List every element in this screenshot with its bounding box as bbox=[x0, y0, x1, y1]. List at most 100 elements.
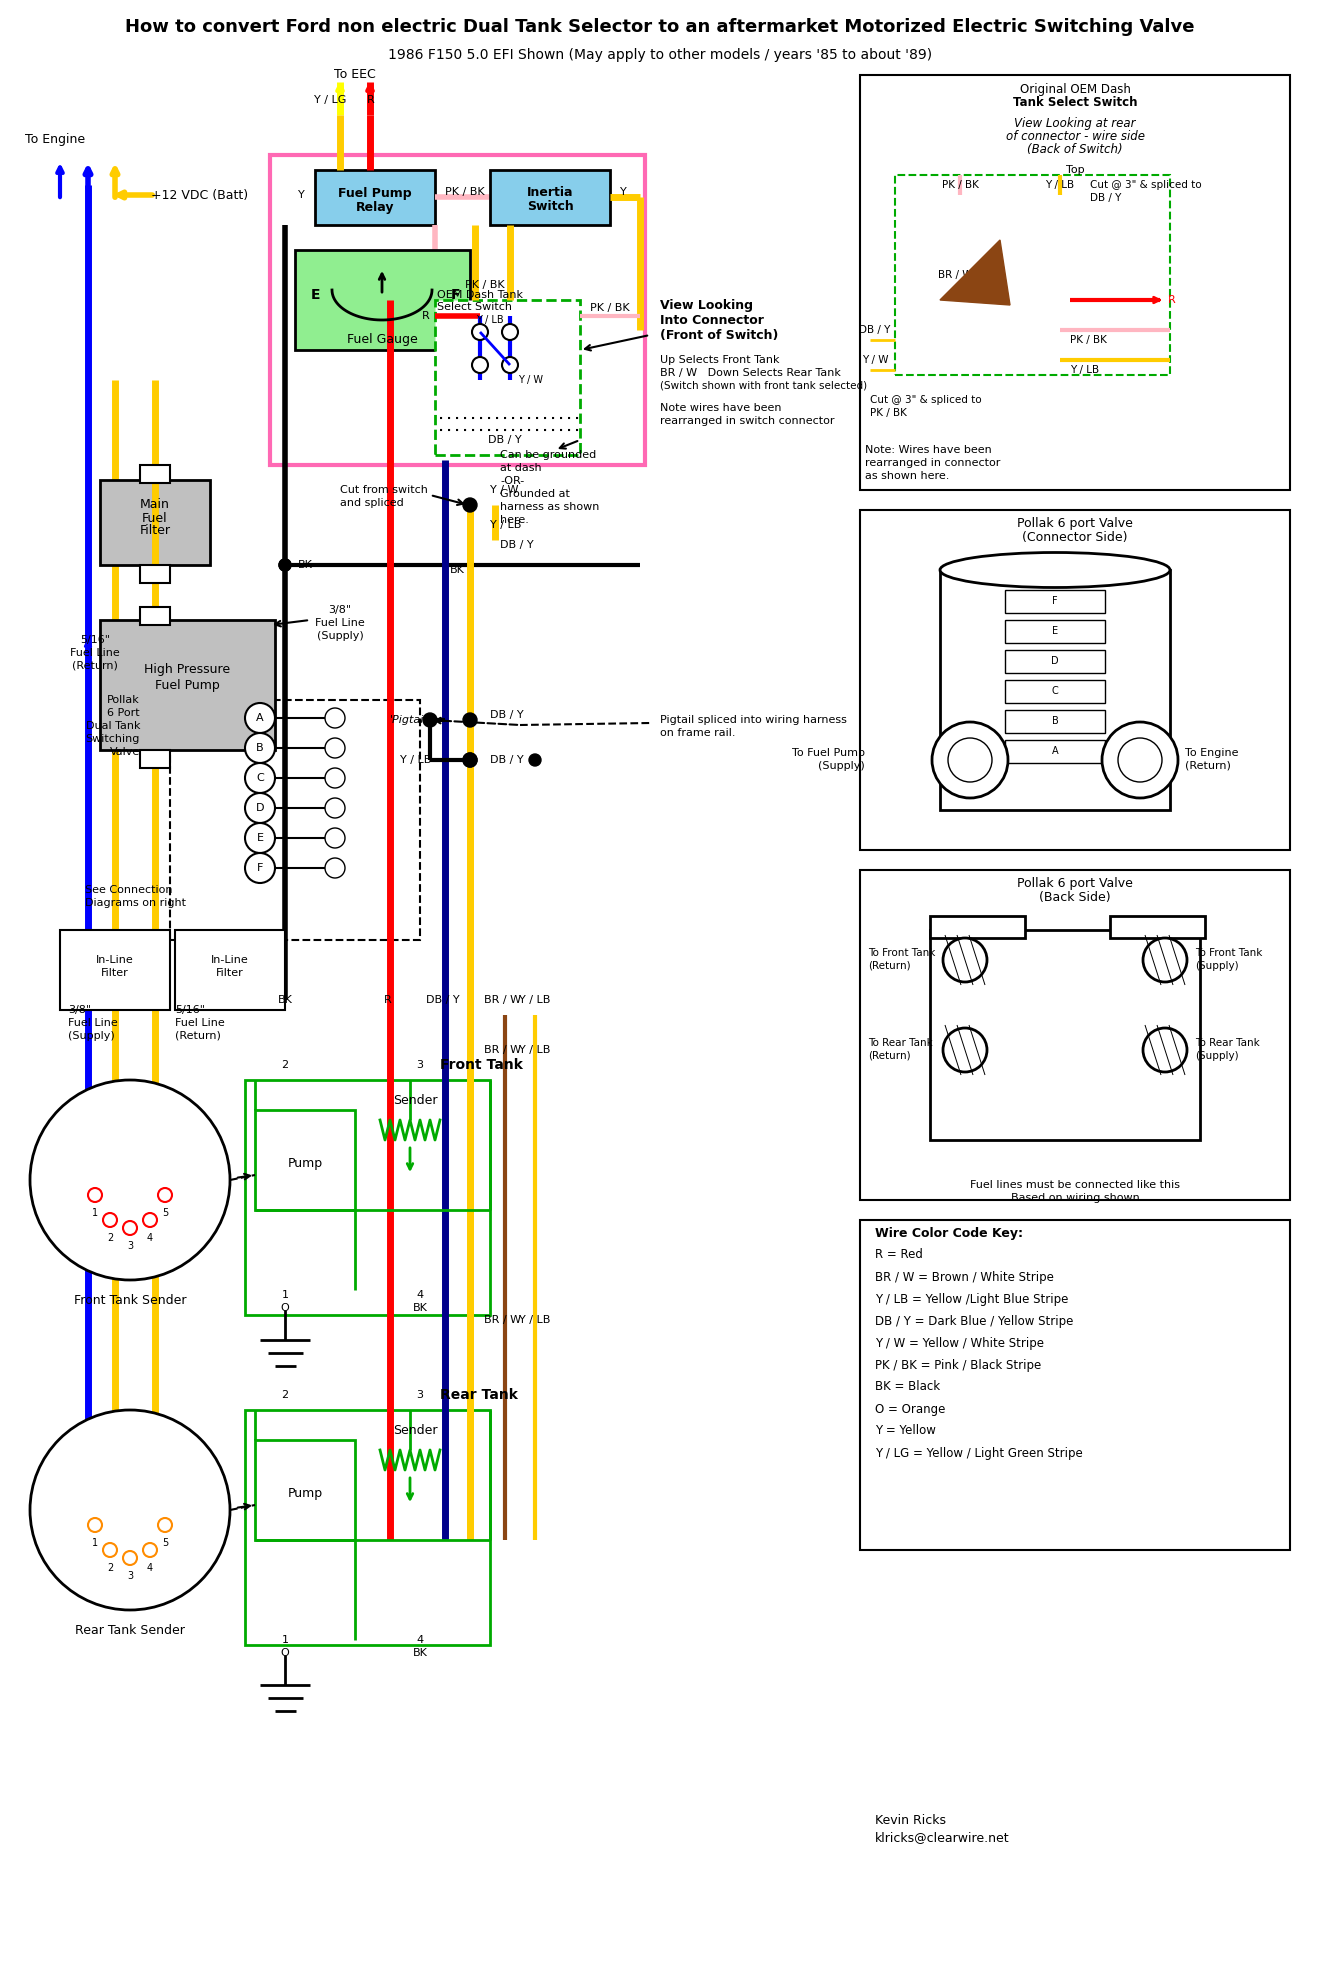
Text: BK: BK bbox=[297, 559, 313, 571]
Circle shape bbox=[529, 753, 541, 765]
Text: E: E bbox=[256, 834, 264, 844]
Text: 5: 5 bbox=[162, 1209, 168, 1218]
Text: Pump: Pump bbox=[288, 1487, 322, 1499]
Bar bbox=[100, 620, 275, 749]
Circle shape bbox=[502, 324, 517, 339]
Text: F: F bbox=[1052, 596, 1057, 606]
Text: (Return): (Return) bbox=[869, 1052, 911, 1061]
Text: Y / LB = Yellow /Light Blue Stripe: Y / LB = Yellow /Light Blue Stripe bbox=[875, 1293, 1068, 1305]
Text: of connector - wire side: of connector - wire side bbox=[1006, 129, 1144, 143]
Text: Y / LB: Y / LB bbox=[477, 316, 504, 326]
Bar bbox=[1005, 681, 1105, 702]
Text: (Supply): (Supply) bbox=[1195, 1052, 1238, 1061]
Text: 3: 3 bbox=[127, 1242, 133, 1252]
Circle shape bbox=[463, 712, 477, 728]
Text: (Back of Switch): (Back of Switch) bbox=[1027, 143, 1123, 155]
Text: A: A bbox=[1052, 746, 1059, 755]
Text: Switching: Switching bbox=[86, 734, 140, 744]
Text: How to convert Ford non electric Dual Tank Selector to an aftermarket Motorized : How to convert Ford non electric Dual Ta… bbox=[125, 18, 1195, 35]
Text: View Looking: View Looking bbox=[660, 298, 752, 312]
Circle shape bbox=[942, 938, 987, 983]
Text: PK / BK: PK / BK bbox=[941, 181, 978, 190]
Text: Note: Wires have been: Note: Wires have been bbox=[865, 445, 991, 455]
Text: (Return): (Return) bbox=[869, 961, 911, 971]
Text: Y = Yellow: Y = Yellow bbox=[875, 1424, 936, 1438]
Text: Tank Select Switch: Tank Select Switch bbox=[1012, 96, 1138, 110]
Text: Cut @ 3" & spliced to: Cut @ 3" & spliced to bbox=[1090, 181, 1201, 190]
Circle shape bbox=[279, 559, 290, 571]
Text: as shown here.: as shown here. bbox=[865, 471, 949, 481]
Text: 4: 4 bbox=[416, 1634, 424, 1644]
Bar bbox=[436, 300, 579, 455]
Text: Y: Y bbox=[298, 190, 305, 200]
Text: Cut from switch: Cut from switch bbox=[341, 485, 428, 494]
Text: +12 VDC (Batt): +12 VDC (Batt) bbox=[152, 188, 248, 202]
Text: (Front of Switch): (Front of Switch) bbox=[660, 328, 779, 341]
Circle shape bbox=[123, 1552, 137, 1566]
Text: Pollak: Pollak bbox=[107, 695, 140, 704]
Text: Rear Tank Sender: Rear Tank Sender bbox=[75, 1623, 185, 1636]
Bar bbox=[271, 155, 645, 465]
Text: To EEC: To EEC bbox=[334, 69, 376, 82]
Text: BK: BK bbox=[277, 995, 293, 1005]
Text: 4: 4 bbox=[147, 1564, 153, 1574]
Text: C: C bbox=[1052, 687, 1059, 697]
Text: (Supply): (Supply) bbox=[1195, 961, 1238, 971]
Text: 2: 2 bbox=[281, 1059, 289, 1069]
Circle shape bbox=[30, 1411, 230, 1611]
Circle shape bbox=[246, 763, 275, 793]
Bar bbox=[861, 75, 1290, 490]
Bar bbox=[294, 249, 470, 349]
Circle shape bbox=[463, 753, 477, 767]
Circle shape bbox=[1143, 1028, 1187, 1071]
Circle shape bbox=[325, 828, 345, 848]
Text: 4: 4 bbox=[416, 1289, 424, 1301]
Bar bbox=[861, 869, 1290, 1201]
Text: BR / W   Down Selects Rear Tank: BR / W Down Selects Rear Tank bbox=[660, 369, 841, 379]
Text: Dual Tank: Dual Tank bbox=[86, 720, 140, 732]
Text: Y / LG = Yellow / Light Green Stripe: Y / LG = Yellow / Light Green Stripe bbox=[875, 1446, 1082, 1460]
Bar bbox=[1110, 916, 1205, 938]
Circle shape bbox=[246, 702, 275, 734]
Text: Y / LB: Y / LB bbox=[490, 520, 521, 530]
Circle shape bbox=[246, 734, 275, 763]
Text: BK: BK bbox=[413, 1648, 428, 1658]
Text: klricks@clearwire.net: klricks@clearwire.net bbox=[875, 1831, 1010, 1844]
Circle shape bbox=[942, 1028, 987, 1071]
Bar bbox=[140, 606, 170, 626]
Text: Fuel Line: Fuel Line bbox=[70, 647, 120, 657]
Text: Original OEM Dash: Original OEM Dash bbox=[1019, 84, 1130, 96]
Text: R: R bbox=[1168, 294, 1176, 304]
Text: OEM Dash Tank: OEM Dash Tank bbox=[437, 290, 523, 300]
Circle shape bbox=[103, 1542, 117, 1558]
Bar bbox=[176, 930, 285, 1010]
Text: Sender: Sender bbox=[393, 1093, 437, 1107]
Text: To Front Tank: To Front Tank bbox=[869, 948, 936, 957]
Circle shape bbox=[1143, 938, 1187, 983]
Bar bbox=[1005, 591, 1105, 612]
Bar bbox=[315, 171, 436, 226]
Text: Sender: Sender bbox=[393, 1424, 437, 1436]
Text: R: R bbox=[367, 94, 375, 106]
Circle shape bbox=[473, 357, 488, 373]
Circle shape bbox=[246, 793, 275, 822]
Bar bbox=[1005, 710, 1105, 734]
Text: Rear Tank: Rear Tank bbox=[440, 1387, 517, 1403]
Text: 4: 4 bbox=[147, 1232, 153, 1244]
Text: Y / W: Y / W bbox=[517, 375, 543, 385]
Text: Y / W: Y / W bbox=[862, 355, 888, 365]
Bar bbox=[1005, 620, 1105, 644]
Circle shape bbox=[103, 1213, 117, 1226]
Circle shape bbox=[1102, 722, 1177, 799]
Text: In-Line: In-Line bbox=[96, 955, 133, 965]
Text: O: O bbox=[281, 1303, 289, 1313]
Text: Up Selects Front Tank: Up Selects Front Tank bbox=[660, 355, 780, 365]
Text: (Return): (Return) bbox=[176, 1030, 220, 1042]
Text: Fuel Gauge: Fuel Gauge bbox=[347, 334, 417, 347]
Text: BK: BK bbox=[413, 1303, 428, 1313]
Text: Fuel Pump: Fuel Pump bbox=[338, 186, 412, 200]
Text: Filter: Filter bbox=[140, 524, 170, 538]
Text: BK = Black: BK = Black bbox=[875, 1381, 940, 1393]
Text: Select Switch: Select Switch bbox=[437, 302, 512, 312]
Text: 1: 1 bbox=[92, 1538, 98, 1548]
